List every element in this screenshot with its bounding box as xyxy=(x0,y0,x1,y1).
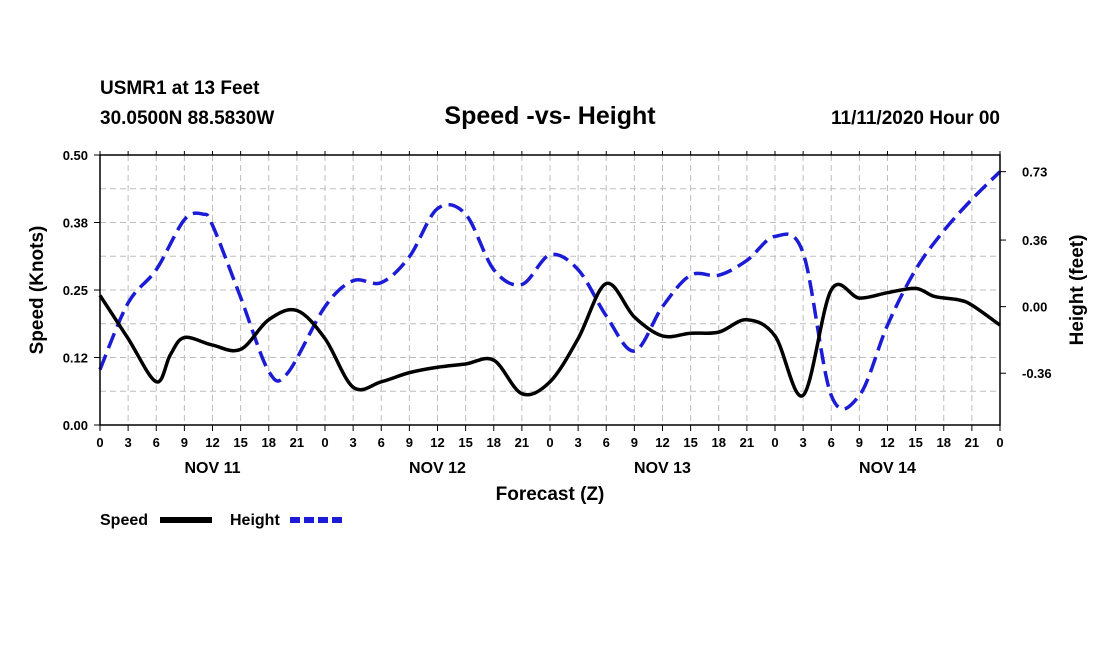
x-tick-label: 18 xyxy=(712,435,726,450)
x-tick-label: 3 xyxy=(125,435,132,450)
y-tick-label: 0.00 xyxy=(63,418,88,433)
plot-frame xyxy=(99,154,1001,426)
x-tick-label: 9 xyxy=(406,435,413,450)
x-tick-label: 15 xyxy=(233,435,247,450)
legend-height-label: Height xyxy=(230,512,280,529)
day-label: NOV 13 xyxy=(634,460,691,477)
y2-tick-label: 0.00 xyxy=(1022,300,1047,315)
y-tick-label: 0.50 xyxy=(63,148,88,163)
y-axis-label: Speed (Knots) xyxy=(27,226,48,355)
legend: Speed Height xyxy=(100,512,342,529)
x-tick-label: 6 xyxy=(153,435,160,450)
y2-axis-label: Height (feet) xyxy=(1067,235,1088,346)
location-label: 30.0500N 88.5830W xyxy=(100,108,274,129)
x-tick-label: 21 xyxy=(515,435,529,450)
x-tick-label: 21 xyxy=(740,435,754,450)
y2-tick-label: 0.36 xyxy=(1022,233,1047,248)
y-tick-label: 0.38 xyxy=(63,216,88,231)
x-tick-label: 15 xyxy=(908,435,922,450)
x-tick-label: 9 xyxy=(631,435,638,450)
day-label: NOV 14 xyxy=(859,460,916,477)
x-tick-label: 3 xyxy=(575,435,582,450)
x-tick-label: 6 xyxy=(603,435,610,450)
speed-series-line xyxy=(98,281,1002,398)
legend-speed-label: Speed xyxy=(100,512,148,529)
x-tick-label: 6 xyxy=(378,435,385,450)
x-tick-label: 21 xyxy=(290,435,304,450)
x-tick-label: 18 xyxy=(262,435,276,450)
x-tick-label: 3 xyxy=(350,435,357,450)
x-tick-label: 18 xyxy=(937,435,951,450)
x-tick-label: 9 xyxy=(856,435,863,450)
axis-ticks: 0 3 6 9 12 15 18 21 0 3 6 9 12 15 18 21 0 3 6 9 12 15 18 21 0 3 6 9… xyxy=(63,148,1052,477)
day-label: NOV 11 xyxy=(184,460,240,477)
grid-lines xyxy=(100,155,1000,425)
x-tick-label: 12 xyxy=(205,435,219,450)
x-tick-label: 12 xyxy=(655,435,669,450)
y2-tick-label: 0.73 xyxy=(1022,165,1047,180)
x-tick-label: 15 xyxy=(458,435,472,450)
y-tick-label: 0.25 xyxy=(63,283,88,298)
chart-title: Speed -vs- Height xyxy=(444,102,656,130)
x-axis-label: Forecast (Z) xyxy=(496,484,605,505)
x-tick-label: 15 xyxy=(683,435,697,450)
x-tick-label: 12 xyxy=(880,435,894,450)
x-tick-label: 6 xyxy=(828,435,835,450)
x-tick-label: 0 xyxy=(546,435,553,450)
y-tick-label: 0.12 xyxy=(63,351,88,366)
x-tick-label: 18 xyxy=(487,435,501,450)
x-tick-label: 12 xyxy=(430,435,444,450)
x-tick-label: 0 xyxy=(321,435,328,450)
x-tick-label: 21 xyxy=(965,435,979,450)
day-label: NOV 12 xyxy=(409,460,466,477)
x-tick-label: 3 xyxy=(800,435,807,450)
x-tick-label: 0 xyxy=(771,435,778,450)
date-label: 11/11/2020 Hour 00 xyxy=(831,108,1000,129)
x-tick-label: 0 xyxy=(996,435,1003,450)
series-lines xyxy=(98,170,1002,411)
x-tick-label: 0 xyxy=(96,435,103,450)
station-label: USMR1 at 13 Feet xyxy=(100,78,260,99)
x-tick-label: 9 xyxy=(181,435,188,450)
y2-tick-label: -0.36 xyxy=(1022,366,1052,381)
height-series-line xyxy=(98,170,1002,411)
